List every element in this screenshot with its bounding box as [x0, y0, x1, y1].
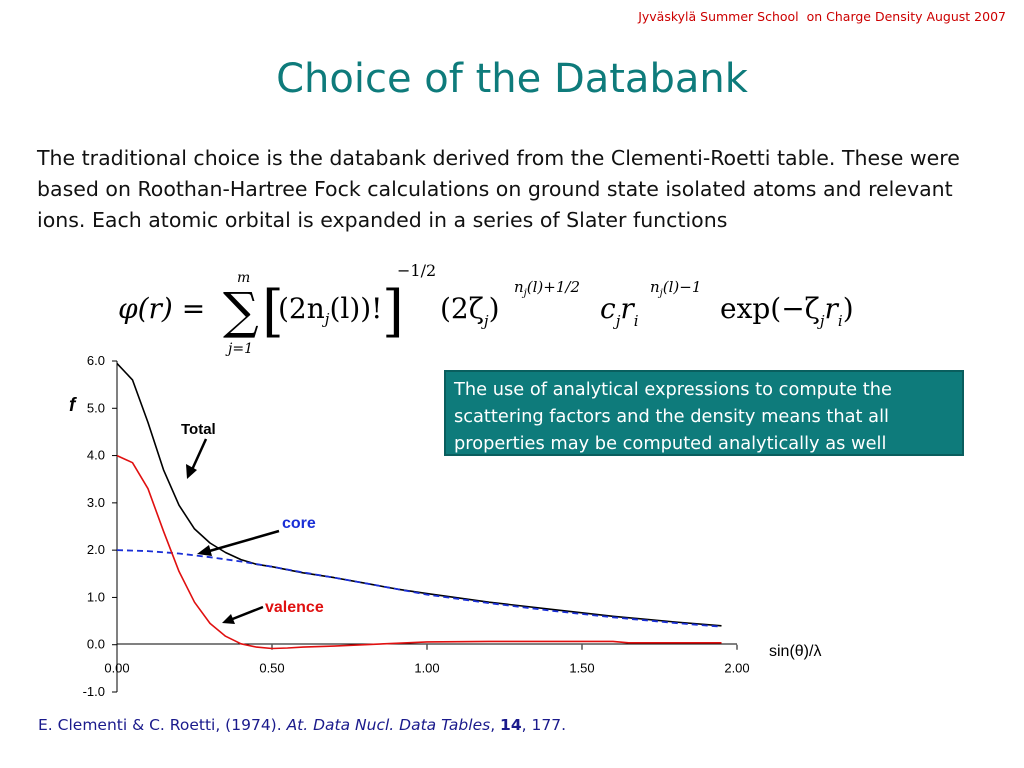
- formula-factor: (2nj(l))!: [278, 292, 382, 328]
- reference-volume: 14: [500, 716, 522, 734]
- reference: E. Clementi & C. Roetti, (1974). At. Dat…: [38, 716, 566, 734]
- annotation-valence: valence: [265, 599, 324, 616]
- formula-sum-sign: ∑: [223, 282, 259, 340]
- formula-exp: exp(−ζjri): [720, 292, 854, 330]
- y-tick-label: 3.0: [87, 495, 105, 510]
- y-tick-label: 2.0: [87, 542, 105, 557]
- reference-pages: , 177.: [521, 716, 566, 734]
- reference-authors: E. Clementi & C. Roetti, (1974).: [38, 716, 287, 734]
- series-line-valence: [116, 454, 722, 650]
- slater-orbital-formula: φ(r) = m ∑ j=1 [ (2nj(l))! ] −1/2 (2ζj) …: [118, 261, 854, 357]
- x-axis-label: sin(θ)/λ: [769, 643, 821, 660]
- formula-lhs: φ(r) =: [118, 292, 205, 325]
- x-tick-label: 0.00: [104, 661, 129, 676]
- y-axis-label: f: [69, 395, 77, 416]
- arrow-total: [189, 438, 208, 473]
- x-tick-label: 2.00: [724, 661, 749, 676]
- arrow-total-head: [186, 464, 197, 479]
- formula-bracket-close: ]: [382, 279, 404, 344]
- formula-term2-exponent: nj(l)+1/2: [514, 278, 580, 299]
- arrow-core-head: [197, 545, 212, 556]
- series-line-total: [116, 362, 722, 627]
- arrow-valence-head: [222, 614, 235, 624]
- x-tick-label: 1.00: [414, 661, 439, 676]
- y-tick-label: 4.0: [87, 448, 105, 463]
- series-line-core: [116, 549, 722, 628]
- formula-term2: (2ζj): [440, 292, 500, 330]
- x-tick-label: 0.50: [259, 661, 284, 676]
- analytical-callout: The use of analytical expressions to com…: [444, 370, 964, 456]
- header-note: Jyväskylä Summer School on Charge Densit…: [638, 9, 1006, 24]
- reference-journal: At. Data Nucl. Data Tables: [286, 716, 491, 734]
- formula-sum-bottom: j=1: [225, 341, 253, 357]
- x-ticks: 0.00 0.50 1.00 1.50 2.00: [104, 644, 750, 676]
- annotation-total: Total: [181, 421, 216, 438]
- y-tick-label: 1.0: [87, 589, 105, 604]
- formula-coef: cjri: [600, 292, 639, 330]
- slide-title: Choice of the Databank: [276, 56, 748, 102]
- y-tick-label: -1.0: [83, 684, 105, 699]
- x-tick-label: 1.50: [569, 661, 594, 676]
- formula-sum-top: m: [237, 270, 250, 286]
- y-tick-label: 5.0: [87, 400, 105, 415]
- body-text: The traditional choice is the databank d…: [37, 146, 960, 232]
- annotation-core: core: [282, 515, 316, 532]
- series-layer: [116, 362, 722, 650]
- scattering-factor-chart: -1.0 0.0 1.0 2.0 3.0 4.0 5.0 6.0 0.00 0.50 1.00 1.…: [69, 353, 821, 699]
- y-ticks: -1.0 0.0 1.0 2.0 3.0 4.0 5.0 6.0: [83, 353, 117, 699]
- y-tick-label: 0.0: [87, 637, 105, 652]
- formula-r-exponent: nj(l)−1: [650, 278, 701, 299]
- reference-sep: ,: [490, 716, 501, 734]
- arrow-core: [205, 529, 280, 554]
- annotation-arrows: [186, 438, 280, 624]
- formula-bracket-open: [: [262, 279, 284, 344]
- y-tick-label: 6.0: [87, 353, 105, 368]
- arrow-valence: [229, 605, 264, 622]
- formula-power: −1/2: [397, 261, 436, 280]
